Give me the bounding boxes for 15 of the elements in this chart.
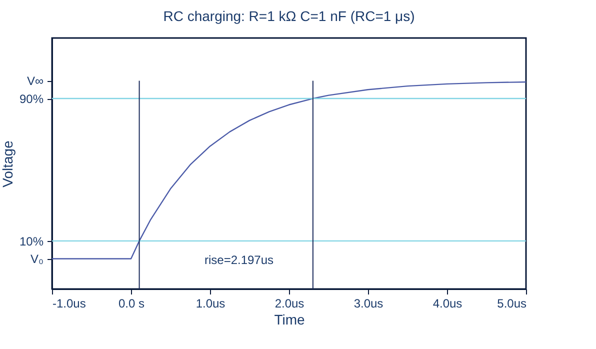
y-tick-label: V₀: [30, 252, 44, 266]
y-axis-title: Voltage: [0, 140, 16, 188]
chart-title: RC charging: R=1 kΩ C=1 nF (RC=1 μs): [163, 8, 415, 24]
x-tick-label: 3.0us: [354, 296, 384, 310]
annotation: rise=2.197us: [204, 253, 274, 267]
x-tick-label: 1.0us: [196, 296, 226, 310]
x-tick-label: 2.0us: [274, 296, 304, 310]
y-tick-label: 90%: [19, 92, 44, 106]
x-tick-label: 5.0us: [497, 296, 526, 310]
x-tick-label: 4.0us: [432, 296, 462, 310]
x-tick-label: 0.0 s: [118, 296, 145, 310]
y-tick-label: V∞: [26, 74, 44, 88]
x-tick-label: -1.0us: [52, 296, 86, 310]
y-tick-label: 10%: [19, 234, 44, 248]
x-axis-title: Time: [274, 312, 306, 328]
